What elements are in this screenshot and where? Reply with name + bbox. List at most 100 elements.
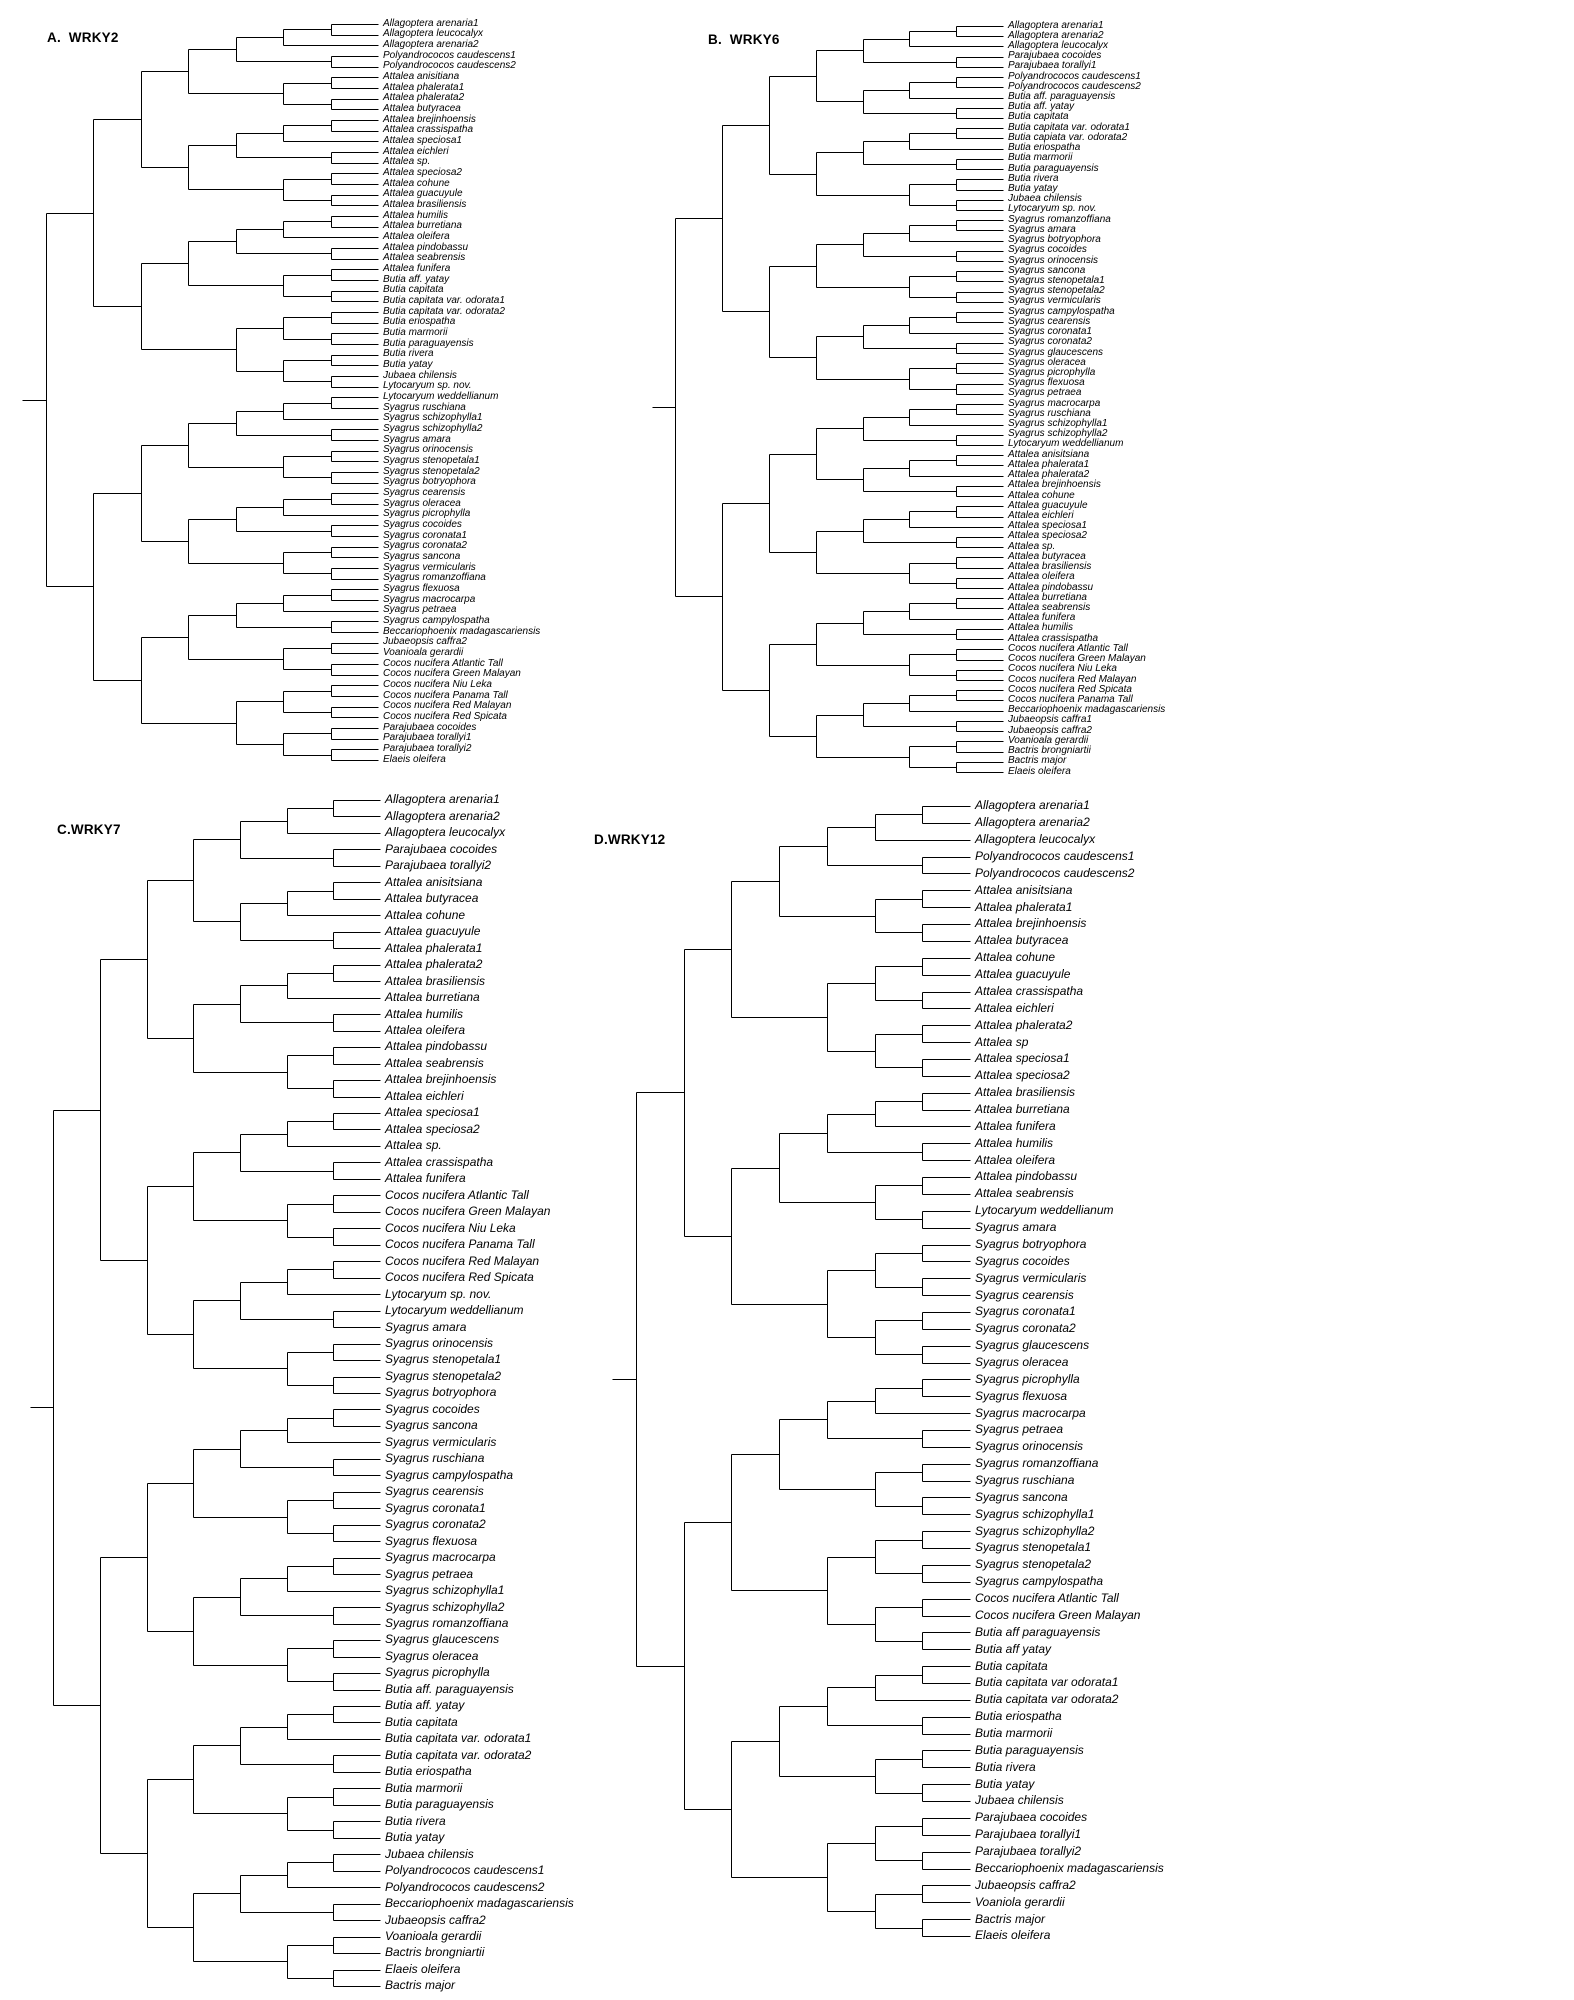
taxon-label: Attalea brejinhoensis xyxy=(975,916,1087,931)
taxon-label: Butia capitata xyxy=(1008,111,1069,123)
taxon-label: Butia yatay xyxy=(1008,183,1058,194)
taxon-label: Syagrus cearensis xyxy=(975,1287,1074,1302)
taxon-label: Syagrus schizophylla1 xyxy=(383,412,483,424)
taxon-label: Syagrus botryophora xyxy=(385,1385,497,1400)
taxon-label: Attalea crassispatha xyxy=(1008,632,1099,644)
taxon-label: Butia rivera xyxy=(385,1813,446,1828)
taxon-label: Parajubaea torallyi2 xyxy=(385,858,492,873)
taxon-label: Allagoptera arenaria2 xyxy=(385,808,500,823)
taxon-label: Butia capiata var. odorata2 xyxy=(1008,131,1128,143)
taxon-label: Syagrus schizophylla2 xyxy=(1008,428,1108,440)
taxon-label: Cocos nucifera Panama Tall xyxy=(383,689,508,701)
taxon-label: Butia rivera xyxy=(1008,172,1059,184)
taxon-label: Cocos nucifera Green Malayan xyxy=(1008,653,1146,665)
taxon-label: Attalea guacuyule xyxy=(383,188,463,200)
taxon-label: Syagrus schizophylla2 xyxy=(385,1599,505,1614)
taxon-label: Butia aff. yatay xyxy=(1008,101,1075,113)
taxon-label: Allagoptera arenaria1 xyxy=(383,17,479,29)
taxon-label: Syagrus romanzoffiana xyxy=(385,1616,509,1630)
taxon-label: Butia yatay xyxy=(975,1776,1035,1791)
taxon-label: Syagrus coronata1 xyxy=(1008,326,1092,338)
taxon-label: Butia eriospatha xyxy=(383,316,456,328)
taxon-label: Attalea crassispatha xyxy=(385,1154,494,1169)
taxon-label: Syagrus petraea xyxy=(385,1566,474,1581)
taxon-label: Syagrus stenopetala1 xyxy=(383,454,480,466)
taxon-label: Attalea phalerata2 xyxy=(385,957,483,972)
taxon-label: Attalea burretiana xyxy=(383,220,462,232)
taxon-label: Allagoptera leucocalyx xyxy=(385,825,506,840)
taxon-label: Allagoptera arenaria1 xyxy=(975,798,1090,813)
taxon-label: Beccariophoenix madagascariensis xyxy=(1008,704,1166,716)
taxon-label: Syagrus ruschiana xyxy=(383,401,466,413)
taxon-label: Parajubaea cocoides xyxy=(385,841,498,856)
taxon-label: Syagrus stenopetala2 xyxy=(1008,285,1105,297)
taxon-label: Syagrus flexuosa xyxy=(975,1388,1068,1403)
taxon-label: Butia rivera xyxy=(975,1759,1036,1774)
taxon-label: Attalea phalerata2 xyxy=(383,92,465,104)
taxon-label: Parajubaea torallyi1 xyxy=(1008,60,1097,72)
taxon-label: Syagrus campylospatha xyxy=(385,1467,514,1482)
taxon-label: Butia capitata var. odorata1 xyxy=(385,1731,532,1746)
taxon-label: Syagrus stenopetala1 xyxy=(975,1540,1092,1555)
taxon-label: Syagrus picrophylla xyxy=(383,508,471,520)
taxon-label: Attalea phalerata2 xyxy=(1008,469,1090,481)
taxon-label: Jubaea chilensis xyxy=(383,369,457,381)
taxon-label: Attalea funifera xyxy=(1008,612,1076,624)
taxon-label: Butia paraguayensis xyxy=(1008,162,1099,174)
taxon-label: Parajubaea torallyi1 xyxy=(975,1827,1082,1842)
panel-b-title: B. WRKY6 xyxy=(708,32,780,47)
taxon-label: Attalea oleifera xyxy=(383,230,450,242)
taxon-label: Polyandrococos caudescens1 xyxy=(1008,70,1141,82)
taxon-label: Attalea anisitsiana xyxy=(975,882,1073,897)
taxon-label: Attalea sp. xyxy=(1008,540,1056,552)
taxon-label: Butia aff. paraguayensis xyxy=(1008,91,1116,103)
taxon-label: Attalea cohune xyxy=(383,177,450,189)
taxon-label: Attalea guacuyule xyxy=(385,924,481,939)
taxon-label: Cocos nucifera Green Malayan xyxy=(975,1607,1141,1622)
taxon-label: Butia yatay xyxy=(385,1830,445,1845)
taxon-label: Cocos nucifera Atlantic Tall xyxy=(1008,642,1128,654)
taxon-label: Allagoptera arenaria2 xyxy=(975,815,1090,830)
taxon-label: Attalea guacuyule xyxy=(975,967,1071,982)
taxon-label: Attalea humilis xyxy=(383,209,449,221)
taxon-label: Attalea eichleri xyxy=(385,1088,464,1103)
taxon-label: Attalea anisitsiana xyxy=(385,874,483,889)
taxon-label: Butia capitata xyxy=(383,284,444,296)
taxon-label: Cocos nucifera Atlantic Tall xyxy=(383,657,503,669)
taxon-label: Attalea seabrensis xyxy=(1008,601,1091,613)
taxon-label: Allagoptera arenaria2 xyxy=(1008,29,1104,41)
taxon-label: Syagrus cocoides xyxy=(975,1253,1070,1268)
taxon-label: Syagrus oleracea xyxy=(1008,356,1086,368)
taxon-label: Syagrus cocoides xyxy=(1008,244,1087,256)
taxon-label: Syagrus romanzoffiana xyxy=(383,572,486,584)
taxon-label: Lytocaryum sp. nov. xyxy=(385,1286,492,1301)
taxon-label: Butia capitata var odorata1 xyxy=(975,1675,1119,1690)
taxon-label: Cocos nucifera Panama Tall xyxy=(385,1237,535,1252)
taxon-label: Attalea speciosa1 xyxy=(385,1105,480,1120)
taxon-label: Jubaeopsis caffra2 xyxy=(383,636,467,648)
taxon-label: Syagrus vermicularis xyxy=(975,1270,1087,1285)
taxon-label: Attalea butyracea xyxy=(383,102,461,114)
taxon-label: Syagrus flexuosa xyxy=(383,582,460,594)
taxon-label: Cocos nucifera Green Malayan xyxy=(385,1204,551,1219)
taxon-label: Syagrus sancona xyxy=(383,550,461,562)
taxon-label: Syagrus romanzoffiana xyxy=(975,1456,1099,1471)
taxon-label: Attalea cohune xyxy=(975,950,1056,965)
taxon-label: Lytocaryum weddellianum xyxy=(385,1303,524,1318)
taxon-label: Butia marmorii xyxy=(975,1726,1053,1740)
taxon-label: Syagrus ruschiana xyxy=(385,1451,485,1466)
taxon-label: Butia yatay xyxy=(383,358,433,370)
taxon-label: Syagrus petraea xyxy=(975,1422,1064,1437)
taxon-label: Allagoptera arenaria1 xyxy=(385,792,500,807)
taxon-label: Syagrus macrocarpa xyxy=(383,593,476,605)
taxon-label: Syagrus campylospatha xyxy=(1008,305,1115,317)
taxon-label: Butia aff yatay xyxy=(975,1641,1052,1656)
taxon-label: Attalea brasiliensis xyxy=(1008,561,1092,573)
taxon-label: Attalea butyracea xyxy=(385,891,479,906)
taxon-label: Bactris major xyxy=(385,1978,456,1993)
taxon-label: Attalea brasiliensis xyxy=(385,973,486,988)
taxon-label: Attalea eichleri xyxy=(383,145,449,157)
taxon-label: Cocos nucifera Red Malayan xyxy=(383,700,512,712)
taxon-label: Attalea seabrensis xyxy=(383,252,466,264)
